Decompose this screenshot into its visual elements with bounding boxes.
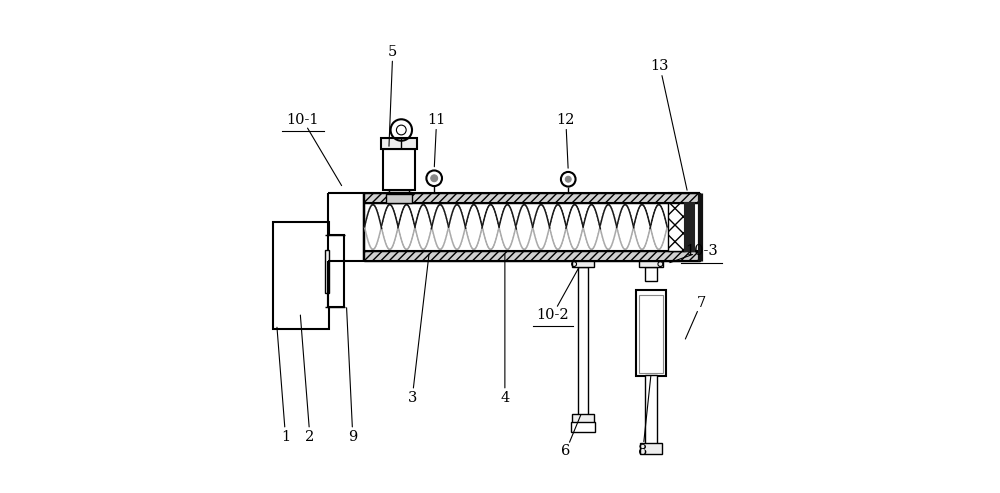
Text: 3: 3 [408,390,417,405]
Bar [640,443,662,454]
Bar [571,422,595,432]
Bar [386,194,412,203]
Bar [685,203,694,251]
Bar [578,267,588,415]
Bar [325,250,329,293]
Text: 2: 2 [305,429,315,444]
Text: 7: 7 [697,296,706,310]
Circle shape [431,175,438,181]
Bar [328,235,344,308]
Text: 12: 12 [557,113,575,127]
Bar [381,139,417,149]
Text: 6: 6 [561,444,570,458]
Text: 13: 13 [651,59,669,73]
Text: 9: 9 [348,429,357,444]
Bar [636,290,666,376]
Bar [668,203,685,251]
Text: 4: 4 [500,390,509,405]
Text: 10-2: 10-2 [536,308,569,322]
Text: 5: 5 [388,44,397,59]
Bar [645,267,657,281]
Text: 10-3: 10-3 [685,245,718,258]
Bar [383,149,415,190]
Text: 11: 11 [428,113,446,127]
Text: 10-1: 10-1 [286,113,319,127]
Text: 1: 1 [281,429,290,444]
Bar [572,414,594,423]
Bar [639,295,663,373]
Circle shape [565,176,571,182]
Bar [645,375,657,444]
Bar [364,193,700,203]
Bar [639,261,663,267]
Bar [364,251,700,261]
Bar [572,261,594,267]
Text: 8: 8 [638,444,648,458]
Bar [273,222,329,329]
